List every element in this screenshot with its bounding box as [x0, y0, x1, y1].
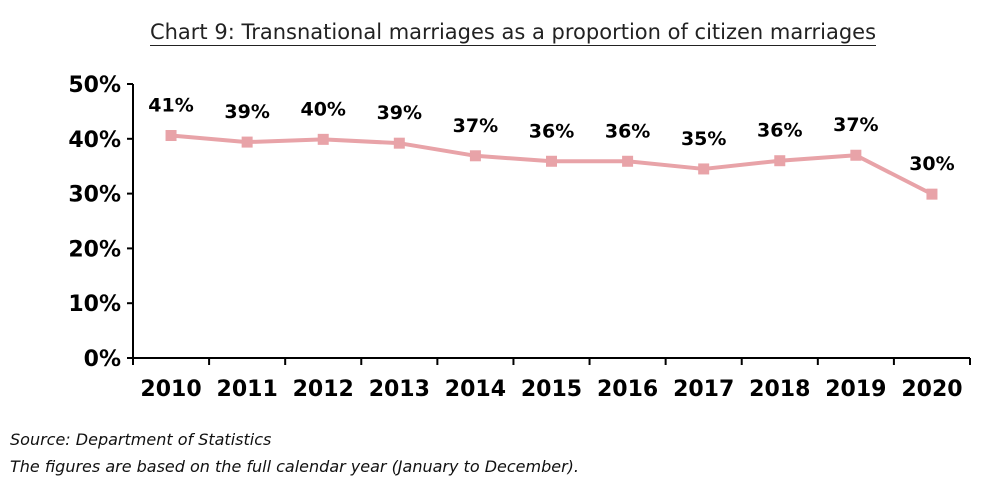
- line-chart: 0%10%20%30%40%50% 2010 2011 2012 2013 2014 20…: [68, 73, 971, 402]
- chart-title: Chart 9: Transnational marriages as a pr…: [0, 20, 992, 46]
- footnote: The figures are based on the full calend…: [10, 457, 579, 476]
- x-tick-label: 2017: [673, 377, 734, 402]
- data-point: [469, 150, 481, 162]
- y-tick-label: 10%: [68, 292, 121, 317]
- data-point: [546, 155, 557, 167]
- data-point: [926, 188, 938, 200]
- x-tick-label: 2019: [825, 377, 886, 402]
- data-label: 36%: [529, 120, 574, 142]
- series-layer: 41% 39% 40% 39% 37% 36% 36% 35% 36% 37% 30%: [148, 95, 955, 200]
- data-point: [393, 137, 405, 149]
- data-point: [698, 163, 710, 175]
- data-label: 35%: [681, 128, 726, 150]
- data-point: [850, 149, 862, 161]
- data-label: 36%: [757, 120, 802, 142]
- x-tick-label: 2018: [749, 377, 810, 402]
- x-tick-label: 2010: [140, 377, 201, 402]
- data-label: 37%: [453, 115, 498, 137]
- y-tick-label: 40%: [68, 128, 121, 153]
- chart-title-text: Chart 9: Transnational marriages as a pr…: [149, 20, 877, 46]
- y-tick-label: 20%: [68, 237, 121, 262]
- data-point: [241, 136, 253, 148]
- y-tick-label: 0%: [84, 347, 121, 372]
- data-point: [774, 155, 786, 167]
- data-point: [317, 133, 329, 145]
- x-tick-label: 2011: [217, 377, 278, 402]
- data-label: 39%: [377, 102, 422, 124]
- data-label: 41%: [148, 95, 193, 117]
- data-label: 36%: [605, 120, 650, 142]
- y-axis: 0% 10% 20% 30% 40% 50%: [68, 73, 134, 372]
- data-label: 37%: [833, 114, 878, 136]
- x-tick-label: 2014: [445, 377, 506, 402]
- y-tick-label: 30%: [68, 183, 121, 208]
- data-label: 39%: [224, 101, 269, 123]
- x-tick-label: 2016: [597, 377, 658, 402]
- y-tick-label: 50%: [68, 73, 121, 98]
- x-tick-label: 2015: [521, 377, 582, 402]
- x-tick-label: 2012: [293, 377, 354, 402]
- data-label: 30%: [909, 153, 954, 175]
- x-tick-label: 2013: [369, 377, 430, 402]
- source-note: Source: Department of Statistics: [10, 430, 272, 449]
- x-tick-label: 2020: [901, 377, 962, 402]
- data-point: [165, 130, 177, 142]
- data-point: [622, 155, 634, 167]
- x-axis: 2010 2011 2012 2013 2014 2015 2016 2017 2018 2019…: [132, 357, 971, 402]
- data-label: 40%: [300, 98, 345, 120]
